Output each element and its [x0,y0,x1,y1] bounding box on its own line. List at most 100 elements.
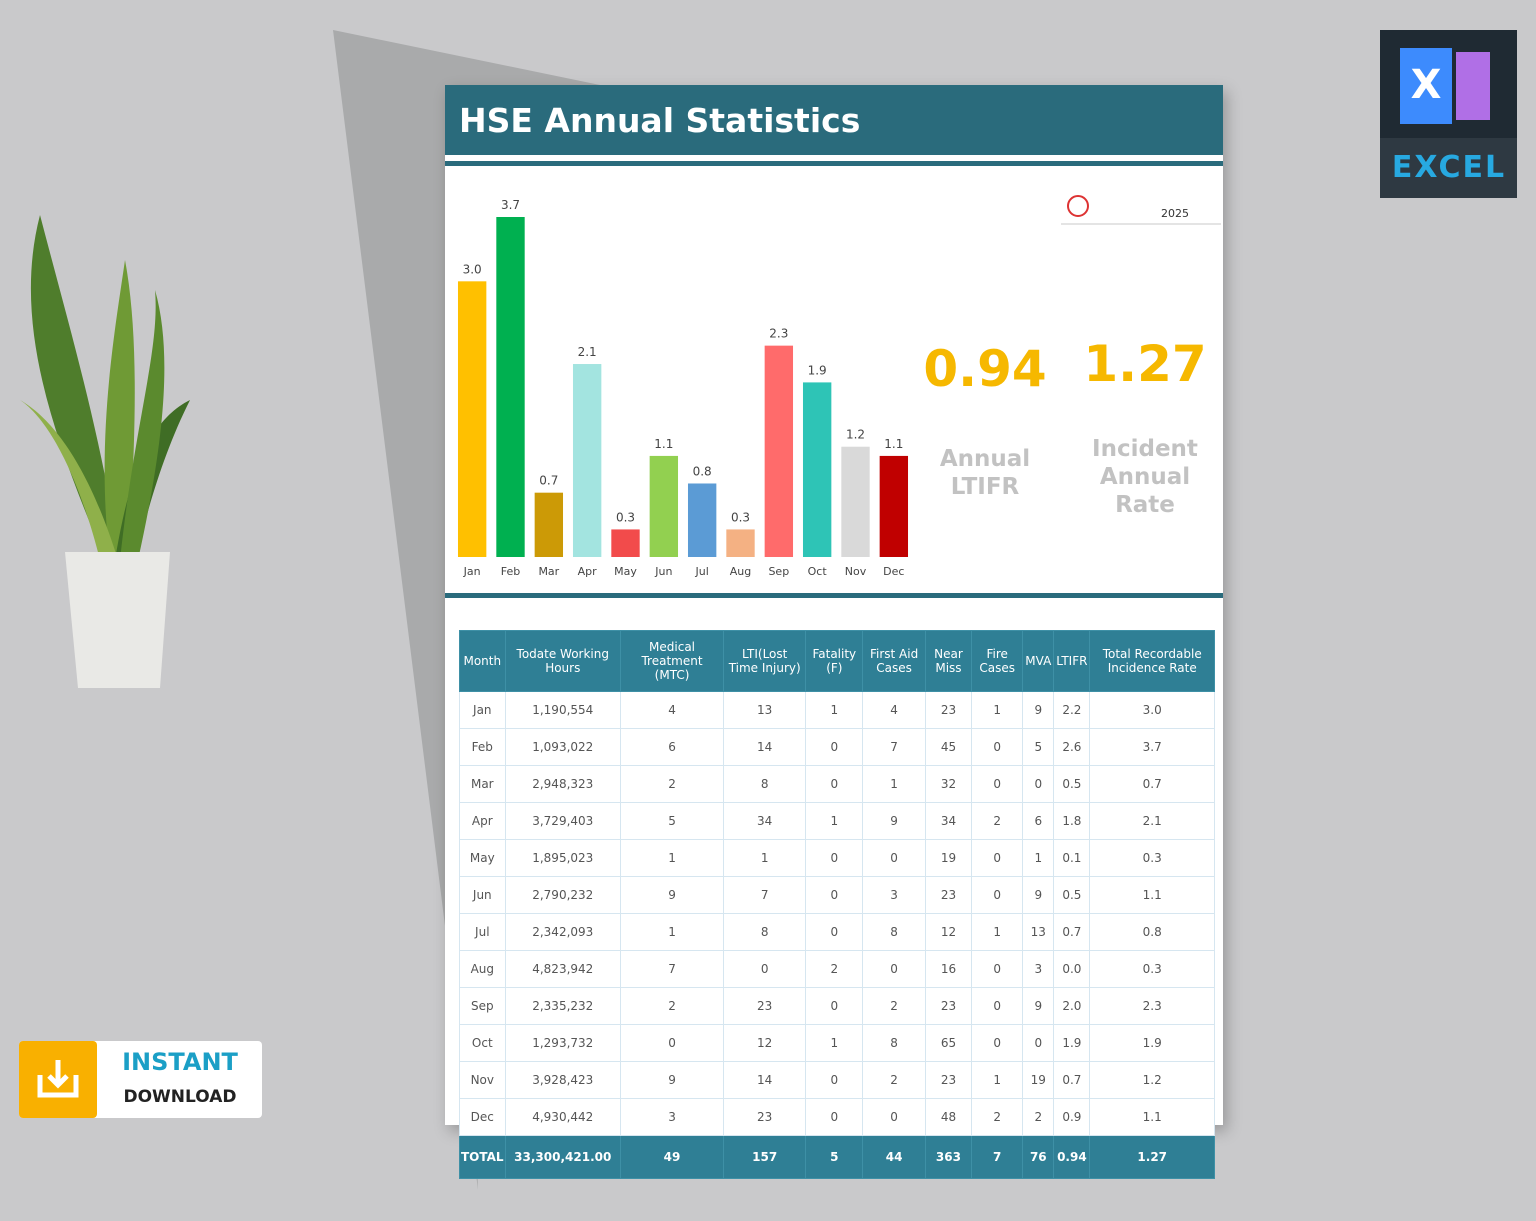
column-header: LTI(Lost Time Injury) [723,630,807,692]
section-rule [445,593,1223,598]
table-cell: Sep [459,987,506,1025]
data-label: 2.1 [578,345,597,359]
table-cell: 2 [805,950,864,988]
bar [841,446,870,557]
table-cell: 3.0 [1089,691,1215,729]
table-cell: 7 [619,950,725,988]
bar [726,529,755,557]
column-header: Medical Treatment (MTC) [619,630,725,692]
table-cell: 1.8 [1053,802,1091,840]
table-cell: 13 [723,691,807,729]
column-header: Fatality (F) [805,630,864,692]
data-label: 0.8 [693,464,712,478]
bar [879,455,909,557]
x-tick-label: Feb [501,565,520,578]
year-picker[interactable]: 2025 [1061,195,1221,225]
table-cell: 1.9 [1053,1024,1091,1062]
table-cell: 1.1 [1089,876,1215,914]
table-row: May 1,895,023 1 1 0 0 19 0 1 0.1 0.3 [459,839,1215,877]
table-cell: 8 [723,913,807,951]
bar [802,382,832,557]
table-cell: 1.9 [1089,1024,1215,1062]
table-cell: 2,790,232 [504,876,621,914]
table-cell: 6 [619,728,725,766]
stats-table: Month Todate Working Hours Medical Treatme… [459,630,1215,1179]
table-cell: 2.3 [1089,987,1215,1025]
total-cell: 1.27 [1089,1135,1215,1179]
table-cell: 0 [971,950,1024,988]
table-row: Feb 1,093,022 6 14 0 7 45 0 5 2.6 3.7 [459,728,1215,766]
data-label: 2.3 [769,327,788,341]
table-cell: 9 [1022,987,1055,1025]
table-cell: 0.9 [1053,1098,1091,1136]
total-cell: 157 [723,1135,807,1179]
kpi-value: 1.27 [1083,335,1207,393]
table-cell: 0.7 [1053,1061,1091,1099]
table-cell: 1,190,554 [504,691,621,729]
column-header: Fire Cases [971,630,1024,692]
table-cell: 0 [1022,1024,1055,1062]
table-cell: 34 [924,802,973,840]
kpi-label: Annual LTIFR [939,446,1031,500]
table-cell: Nov [459,1061,506,1099]
table-cell: 8 [862,1024,926,1062]
table-cell: 4 [619,691,725,729]
table-cell: 2,948,323 [504,765,621,803]
table-cell: 0 [862,839,926,877]
sheet-title: HSE Annual Statistics [445,85,1223,155]
download-icon [37,1060,79,1098]
table-cell: 0 [862,1098,926,1136]
excel-label: EXCEL [1392,150,1506,185]
column-header: Month [459,630,506,692]
table-cell: 0 [619,1024,725,1062]
table-cell: 0.7 [1089,765,1215,803]
table-cell: 23 [924,1061,973,1099]
table-row: Jul 2,342,093 1 8 0 8 12 1 13 0.7 0.8 [459,913,1215,951]
table-cell: 3 [619,1098,725,1136]
total-cell: 5 [805,1135,864,1179]
table-cell: 9 [619,1061,725,1099]
table-row: Sep 2,335,232 2 23 0 2 23 0 9 2.0 2.3 [459,987,1215,1025]
table-cell: Jul [459,913,506,951]
table-cell: 6 [1022,802,1055,840]
table-cell: 2.1 [1089,802,1215,840]
table-cell: 2 [862,987,926,1025]
table-cell: 0.3 [1089,950,1215,988]
table-cell: 14 [723,728,807,766]
download-badge[interactable]: INSTANT DOWNLOAD [19,1041,262,1118]
table-cell: Jan [459,691,506,729]
excel-badge-band [1380,138,1517,198]
table-cell: 3,928,423 [504,1061,621,1099]
kpi-value: 0.94 [923,340,1047,398]
table-cell: 2 [862,1061,926,1099]
table-cell: 23 [723,1098,807,1136]
table-cell: 0 [1022,765,1055,803]
bar [687,483,717,557]
table-cell: 1 [862,765,926,803]
x-tick-label: May [614,565,637,578]
table-cell: 2 [1022,1098,1055,1136]
table-cell: 45 [924,728,973,766]
table-cell: 1.2 [1089,1061,1215,1099]
table-cell: 14 [723,1061,807,1099]
bar [534,492,564,557]
total-cell: 0.94 [1053,1135,1091,1179]
table-cell: 7 [862,728,926,766]
excel-letter: X [1411,62,1442,108]
table-cell: 23 [924,876,973,914]
table-cell: 2,335,232 [504,987,621,1025]
x-tick-label: Sep [768,565,789,578]
table-cell: 0 [971,876,1024,914]
table-cell: 34 [723,802,807,840]
total-row: TOTAL 33,300,421.00 49 157 5 44 363 7 76 0.94 1.27 [459,1135,1215,1179]
x-tick-label: Jul [695,565,709,578]
x-tick-label: Jun [654,565,672,578]
table-cell: 0 [805,839,864,877]
table-cell: 0 [805,987,864,1025]
x-tick-label: Oct [808,565,828,578]
column-header: Total Recordable Incidence Rate [1089,630,1215,692]
table-cell: Apr [459,802,506,840]
bar [611,529,640,557]
table-cell: 19 [924,839,973,877]
